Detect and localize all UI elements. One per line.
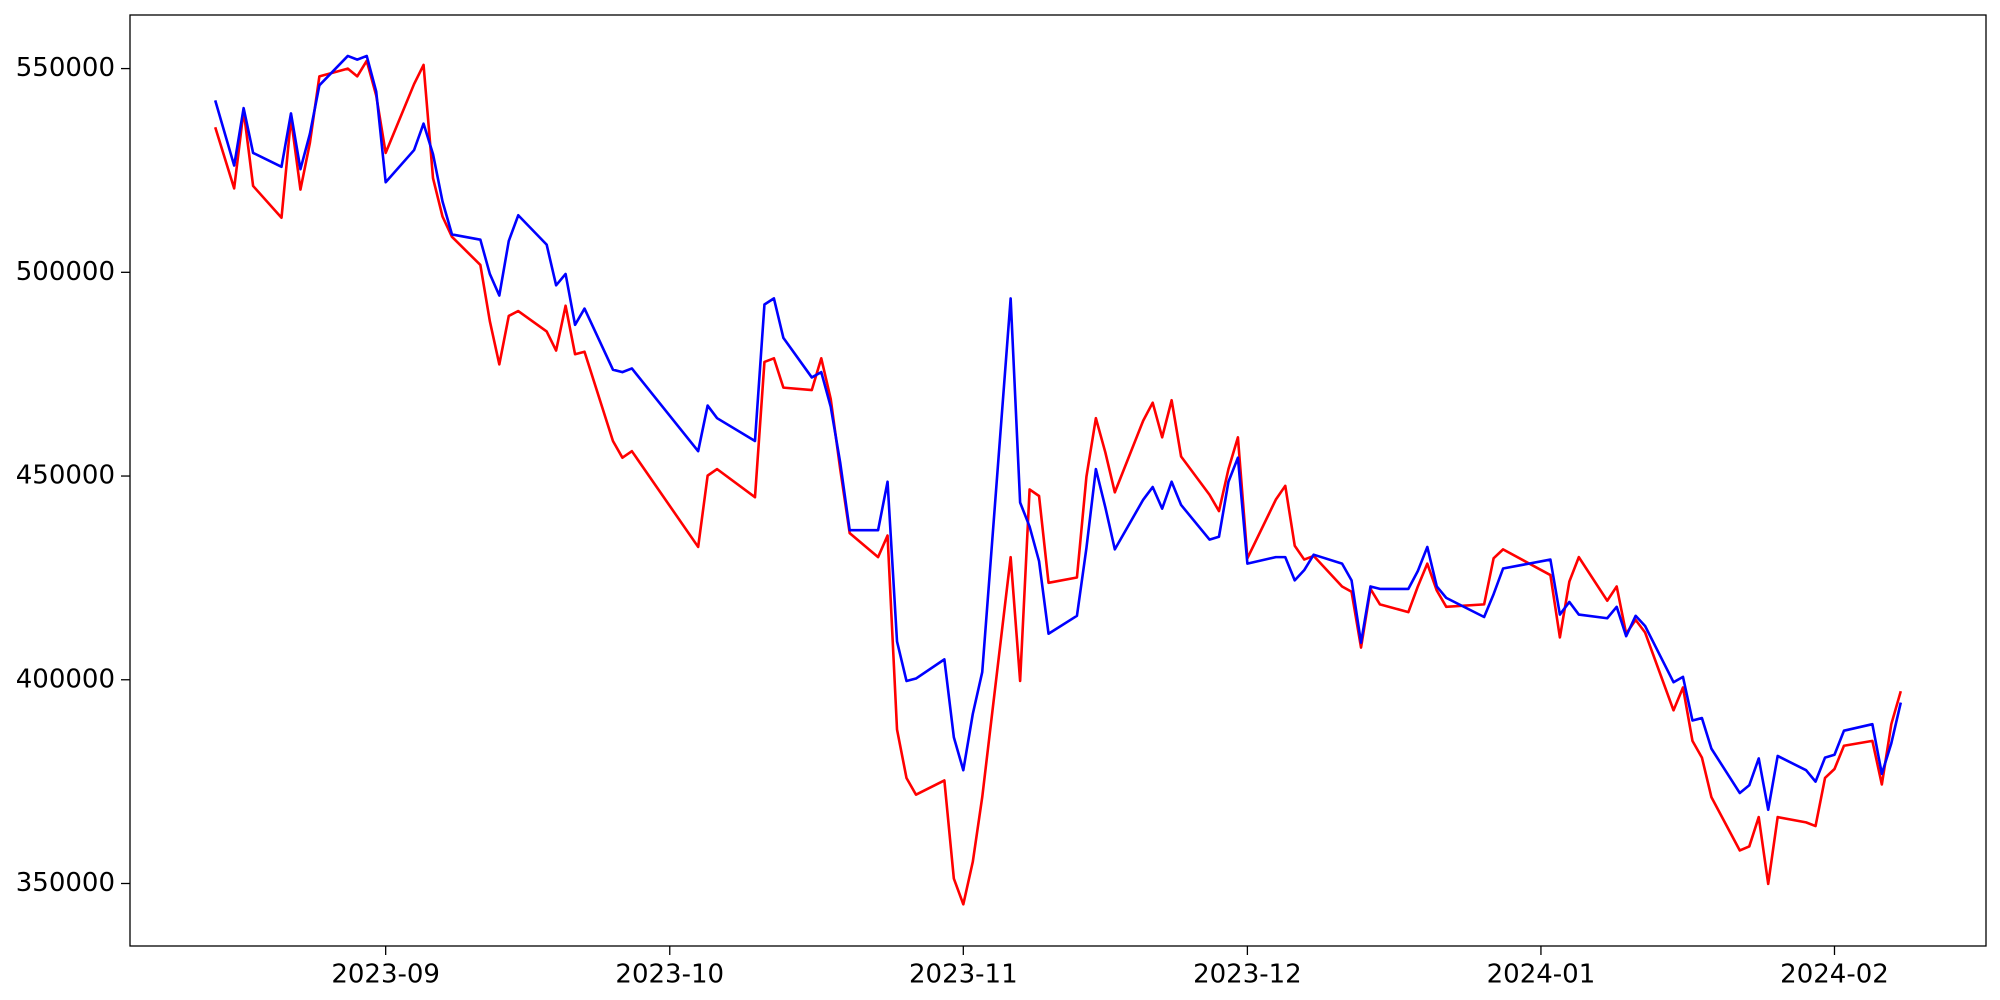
y-tick-label: 350000: [16, 868, 115, 898]
x-tick-label: 2024-01: [1487, 960, 1596, 990]
y-tick-label: 450000: [16, 461, 115, 491]
y-tick-label: 400000: [16, 664, 115, 694]
y-tick-label: 500000: [16, 257, 115, 287]
x-tick-label: 2023-12: [1193, 960, 1302, 990]
y-tick-label: 550000: [16, 53, 115, 83]
x-tick-label: 2023-10: [615, 960, 724, 990]
series-line: [213, 54, 1903, 812]
plot-frame: [129, 14, 1987, 947]
series-line: [213, 59, 1903, 906]
x-tick-label: 2024-02: [1780, 960, 1889, 990]
x-tick-label: 2023-11: [909, 960, 1018, 990]
x-tick-label: 2023-09: [331, 960, 440, 990]
